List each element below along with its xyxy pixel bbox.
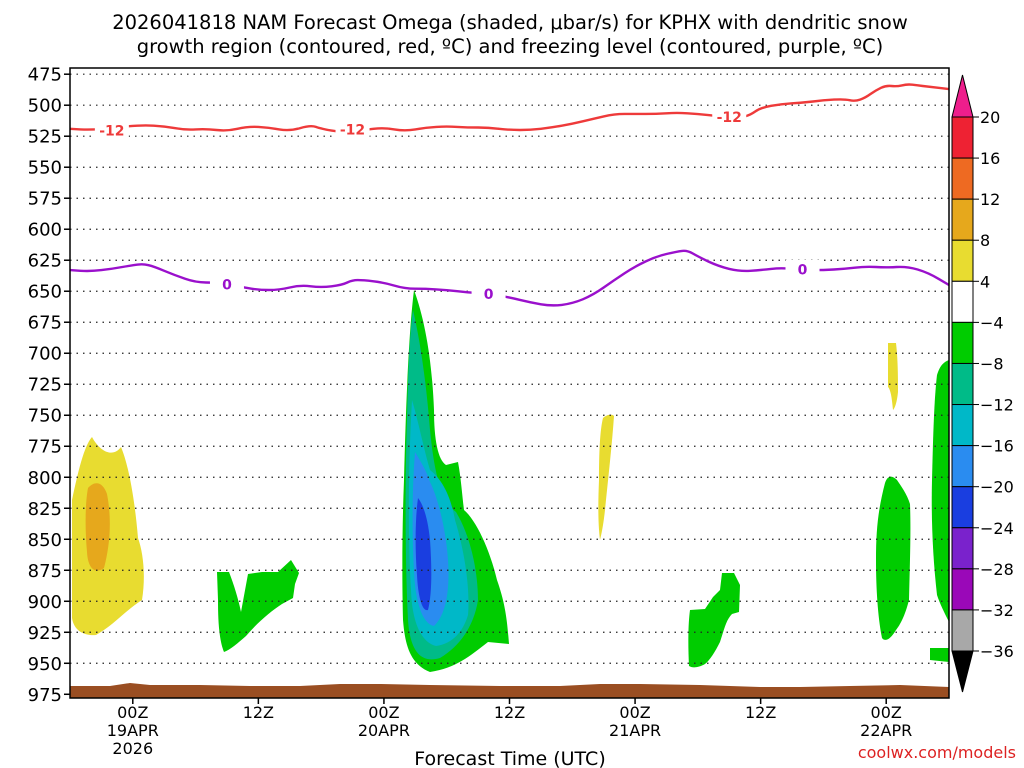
contour-label-bg-0-0 bbox=[94, 121, 129, 140]
x-tick-label-6: 00Z bbox=[871, 703, 902, 722]
colorbar-swatch-9 bbox=[951, 486, 974, 529]
x-tick-label-2: 00Z bbox=[368, 703, 399, 722]
colorbar-swatch-0 bbox=[951, 116, 974, 159]
colorbar-label-7: −12 bbox=[980, 396, 1014, 415]
contour-label-1-0: 0 bbox=[222, 277, 232, 293]
colorbar-swatch-1 bbox=[951, 157, 974, 200]
plot-background bbox=[70, 68, 949, 698]
y-tick-label-675: 675 bbox=[28, 313, 62, 334]
y-tick-label-475: 475 bbox=[28, 65, 62, 86]
contour-label-bg-1-0 bbox=[209, 274, 244, 293]
y-tick-label-825: 825 bbox=[28, 499, 62, 520]
contour-label-bg-0-1 bbox=[335, 119, 370, 138]
colorbar-swatch-2 bbox=[951, 198, 974, 241]
shade-region-green-east2 bbox=[876, 476, 911, 640]
y-tick-label-875: 875 bbox=[28, 561, 62, 582]
y-tick-label-725: 725 bbox=[28, 375, 62, 396]
y-tick-label-525: 525 bbox=[28, 127, 62, 148]
x-tick-year-0: 2026 bbox=[112, 739, 153, 758]
y-tick-label-750: 750 bbox=[28, 406, 62, 427]
colorbar-label-3: 8 bbox=[980, 231, 990, 250]
x-tick-label-5: 12Z bbox=[745, 703, 776, 722]
y-tick-label-625: 625 bbox=[28, 251, 62, 272]
x-tick-label-1: 12Z bbox=[243, 703, 274, 722]
y-tick-label-800: 800 bbox=[28, 468, 62, 489]
colorbar-label-8: −16 bbox=[980, 437, 1014, 456]
colorbar-top-arrow bbox=[951, 74, 974, 118]
colorbar-swatch-3 bbox=[951, 239, 974, 282]
surface-terrain bbox=[70, 683, 949, 698]
shade-region-green-west bbox=[217, 560, 299, 652]
colorbar-swatch-7 bbox=[951, 404, 974, 447]
y-tick-label-925: 925 bbox=[28, 623, 62, 644]
colorbar-label-5: −4 bbox=[980, 313, 1004, 332]
omega-shading bbox=[72, 290, 949, 672]
colorbar-swatch-11 bbox=[951, 568, 974, 611]
x-tick-date-6: 22APR bbox=[860, 721, 912, 740]
colorbar-swatch-10 bbox=[951, 527, 974, 570]
colorbar-label-10: −24 bbox=[980, 519, 1014, 538]
x-tick-label-0: 00Z bbox=[117, 703, 148, 722]
y-tick-label-600: 600 bbox=[28, 220, 62, 241]
contour-label-0-1: -12 bbox=[340, 122, 365, 138]
y-tick-label-900: 900 bbox=[28, 592, 62, 613]
y-tick-label-850: 850 bbox=[28, 530, 62, 551]
credit-label: coolwx.com/models bbox=[858, 743, 1016, 762]
x-tick-label-3: 12Z bbox=[494, 703, 525, 722]
x-tick-label-4: 00Z bbox=[619, 703, 650, 722]
colorbar-swatch-4 bbox=[951, 280, 974, 323]
colorbar-bottom-arrow bbox=[951, 650, 974, 693]
y-tick-label-950: 950 bbox=[28, 654, 62, 675]
y-tick-label-575: 575 bbox=[28, 189, 62, 210]
colorbar-label-2: 12 bbox=[980, 190, 1000, 209]
colorbar-label-11: −28 bbox=[980, 560, 1014, 579]
y-tick-label-975: 975 bbox=[28, 685, 62, 706]
colorbar-label-0: 20 bbox=[980, 108, 1000, 127]
contour-label-bg-1-1 bbox=[471, 284, 506, 303]
y-axis: 475 500 525 550 575 600 625 650 675 700 725 750 775 8… bbox=[28, 65, 70, 706]
colorbar-label-12: −32 bbox=[980, 601, 1014, 620]
x-tick-date-2: 20APR bbox=[358, 721, 410, 740]
chart-title-line2: growth region (contoured, red, ºC) and f… bbox=[137, 35, 884, 58]
x-tick-date-4: 21APR bbox=[609, 721, 661, 740]
colorbar-label-4: 4 bbox=[980, 272, 990, 291]
contour-lines: -12 -12 -12 0 0 0 bbox=[69, 83, 950, 307]
y-tick-label-775: 775 bbox=[28, 437, 62, 458]
y-tick-label-700: 700 bbox=[28, 344, 62, 365]
shade-region-green-east1 bbox=[688, 573, 740, 668]
omega-colorbar: 20 16 12 8 4 −4 −8 −12 −16 −20 −24 −28 −32 −36 bbox=[951, 74, 1014, 693]
chart-title-line1: 2026041818 NAM Forecast Omega (shaded, μ… bbox=[112, 11, 908, 34]
colorbar-label-13: −36 bbox=[980, 642, 1014, 661]
y-tick-label-500: 500 bbox=[28, 96, 62, 117]
contour-label-1-1: 0 bbox=[484, 287, 494, 303]
colorbar-swatch-12 bbox=[951, 609, 974, 652]
contour-line-0 bbox=[69, 83, 950, 133]
contour-label-bg-0-2 bbox=[712, 107, 747, 126]
colorbar-swatch-5 bbox=[951, 321, 974, 364]
shade-region-orange-west bbox=[85, 483, 110, 571]
y-tick-label-650: 650 bbox=[28, 282, 62, 303]
plot-area: -12 -12 -12 0 0 0 bbox=[69, 67, 950, 699]
colorbar-label-1: 16 bbox=[980, 149, 1000, 168]
y-tick-label-550: 550 bbox=[28, 158, 62, 179]
shade-region-green-east3 bbox=[931, 360, 949, 622]
shade-region-green-east4 bbox=[930, 648, 949, 662]
colorbar-label-6: −8 bbox=[980, 354, 1004, 373]
shade-region-darkblue-center bbox=[415, 498, 432, 611]
x-axis-title: Forecast Time (UTC) bbox=[414, 748, 605, 768]
contour-label-0-2: -12 bbox=[717, 110, 742, 126]
colorbar-label-9: −20 bbox=[980, 478, 1014, 497]
colorbar-swatch-8 bbox=[951, 445, 974, 488]
contour-label-0-0: -12 bbox=[99, 124, 124, 140]
colorbar-swatch-6 bbox=[951, 362, 974, 406]
x-tick-date-0: 19APR bbox=[107, 721, 159, 740]
shade-region-yellow-east2 bbox=[888, 343, 898, 410]
contour-label-bg-1-2 bbox=[785, 259, 820, 278]
contour-label-1-2: 0 bbox=[798, 262, 808, 278]
